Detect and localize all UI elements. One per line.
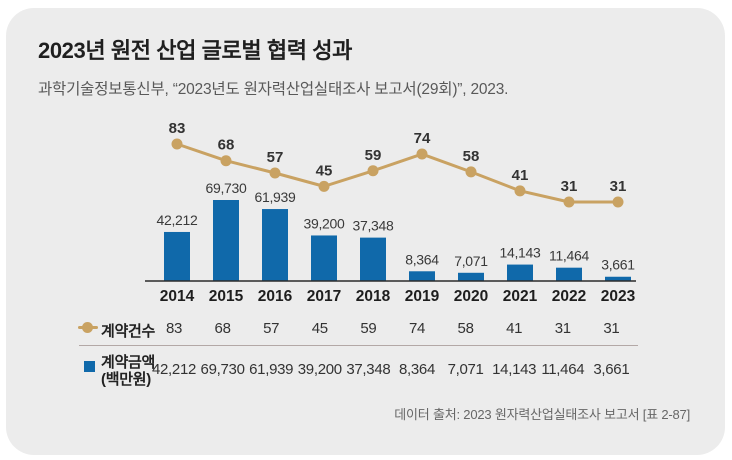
table-separator: [79, 345, 638, 346]
row-label-count: 계약건수: [101, 323, 156, 340]
table-cell: 37,348: [346, 361, 391, 378]
table-cell: 11,464: [541, 361, 585, 378]
row-label-amount: 계약금액 (백만원): [101, 354, 155, 388]
table-cell: 69,730: [200, 361, 245, 378]
table-cell: 57: [263, 320, 280, 337]
source-note: 데이터 출처: 2023 원자력산업실태조사 보고서 [표 2-87]: [394, 407, 690, 422]
table-cell: 68: [214, 320, 231, 337]
bar-marker-icon: [84, 361, 95, 372]
table-cell: 61,939: [249, 361, 294, 378]
table-cell: 31: [554, 320, 571, 337]
table-cell: 42,212: [151, 361, 197, 378]
table-cell: 14,143: [492, 361, 537, 378]
page-title: 2023년 원전 산업 글로벌 협력 성과: [38, 38, 352, 63]
table-cell: 83: [165, 320, 183, 337]
table-cell: 74: [408, 320, 426, 337]
row-label-amount-unit: (백만원): [101, 371, 151, 388]
table-cell: 8,364: [398, 361, 436, 378]
table-cell: 31: [603, 320, 620, 337]
table-cell: 41: [506, 320, 523, 337]
table-cell: 3,661: [593, 361, 630, 378]
table-cell: 58: [457, 320, 474, 337]
page-subtitle: 과학기술정보통신부, “2023년도 원자력산업실태조사 보고서(29회)”, …: [38, 81, 509, 98]
table-cell: 7,071: [447, 361, 484, 378]
table-cell: 59: [360, 320, 377, 337]
chart-card: [6, 8, 725, 455]
line-marker-dot-icon: [82, 322, 93, 333]
table-cell: 45: [311, 320, 328, 337]
table-cell: 39,200: [297, 361, 342, 378]
row-label-amount-main: 계약금액: [101, 354, 156, 371]
